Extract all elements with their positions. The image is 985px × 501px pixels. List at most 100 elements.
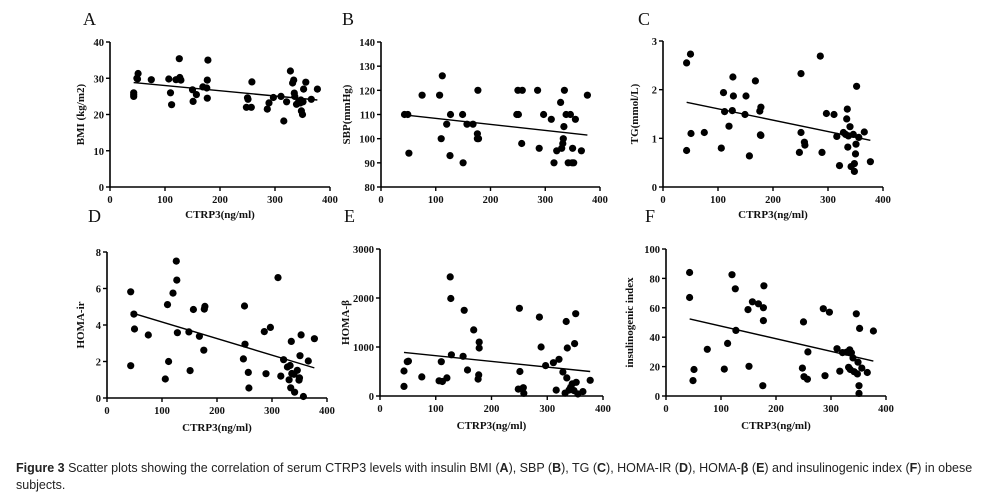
data-point — [751, 77, 760, 85]
data-point — [470, 326, 478, 334]
data-point — [830, 110, 838, 119]
data-point — [130, 325, 139, 333]
y-tick-label: 40 — [650, 333, 661, 344]
data-point — [687, 129, 695, 138]
data-point — [742, 92, 750, 100]
caption-text: ) and insulinogenic index ( — [764, 461, 910, 475]
data-point — [165, 75, 173, 83]
data-point — [563, 344, 571, 352]
y-tick-label: 80 — [650, 274, 661, 285]
caption-panel-ref: E — [756, 461, 765, 475]
data-point — [547, 115, 555, 123]
y-axis-label: insulinogenic index — [624, 277, 636, 368]
data-point — [161, 375, 169, 383]
data-point — [566, 110, 575, 119]
caption-text: ), HOMA- — [688, 461, 741, 475]
data-point — [296, 352, 304, 360]
data-point — [729, 73, 737, 81]
data-point — [819, 305, 827, 313]
y-tick-label: 100 — [359, 135, 375, 146]
data-point — [239, 355, 247, 363]
data-point — [166, 89, 175, 97]
data-point — [459, 159, 467, 167]
data-point — [134, 69, 142, 78]
data-point — [798, 364, 807, 372]
caption-text: ( — [748, 461, 757, 475]
y-tick-label: 120 — [359, 86, 375, 97]
data-point — [686, 293, 694, 302]
regression-line — [133, 81, 318, 101]
data-point — [291, 388, 299, 396]
y-tick-label: 0 — [99, 183, 104, 194]
y-tick-label: 90 — [365, 159, 376, 170]
panel-letter: A — [83, 9, 96, 29]
x-axis-label: CTRP3(ng/ml) — [182, 422, 252, 434]
panel-a: A 0 100 200 300 400 0 10 20 30 40 BMI (kg/m2) CTRP3(… — [75, 9, 338, 221]
y-axis-label: SBP(mmHg) — [341, 84, 353, 144]
data-point — [579, 388, 587, 396]
y-tick-label: 140 — [359, 38, 375, 49]
data-point — [177, 76, 185, 84]
data-point — [169, 289, 177, 297]
data-point — [443, 120, 451, 128]
data-point — [299, 98, 307, 106]
panel-d: D 0 100 200 300 400 0 2 4 6 8 HOMA-ir CTRP3(ng/ml) — [75, 206, 335, 434]
data-point — [748, 298, 757, 306]
data-point — [516, 367, 524, 376]
data-point — [586, 376, 594, 384]
data-point — [745, 152, 754, 160]
data-point — [266, 323, 274, 331]
y-tick-label: 2000 — [353, 294, 374, 305]
data-point — [447, 294, 455, 303]
data-point — [436, 91, 444, 99]
data-point — [186, 367, 194, 375]
data-point — [283, 98, 291, 106]
data-point — [446, 152, 454, 160]
x-tick-label: 200 — [768, 404, 784, 415]
x-tick-label: 0 — [377, 404, 382, 415]
x-tick-label: 300 — [267, 195, 283, 206]
caption-text: ) in obese subjects. — [16, 461, 973, 492]
y-axis-label: BMI (kg/m2) — [75, 83, 87, 145]
data-point — [244, 368, 252, 376]
x-tick-label: 200 — [765, 195, 781, 206]
data-point — [173, 329, 181, 337]
data-point — [851, 150, 860, 158]
data-point — [821, 372, 829, 380]
caption-panel-ref: β — [740, 461, 749, 475]
data-point — [127, 288, 135, 296]
data-point — [286, 361, 294, 370]
data-point — [298, 110, 307, 119]
data-point — [555, 355, 563, 363]
x-tick-label: 100 — [713, 404, 729, 415]
data-point — [562, 317, 570, 326]
data-point — [552, 386, 560, 394]
data-point — [240, 302, 249, 310]
panel-letter: B — [342, 9, 354, 29]
data-point — [245, 384, 253, 392]
x-tick-label: 100 — [710, 195, 726, 206]
x-tick-label: 300 — [539, 404, 555, 415]
data-point — [869, 327, 878, 335]
data-point — [203, 94, 211, 102]
caption-panel-ref: A — [499, 461, 509, 475]
data-point — [165, 357, 173, 366]
data-point — [535, 144, 543, 152]
data-point — [571, 340, 579, 348]
data-point — [189, 97, 197, 105]
caption-body: Scatter plots showing the correlation of… — [16, 461, 972, 492]
y-tick-label: 6 — [96, 285, 101, 296]
data-point — [404, 110, 412, 119]
data-point — [518, 139, 526, 148]
y-tick-label: 80 — [365, 183, 376, 194]
x-tick-label: 0 — [660, 195, 665, 206]
y-tick-label: 110 — [360, 111, 375, 122]
data-point — [700, 128, 708, 137]
x-tick-label: 200 — [212, 195, 228, 206]
data-point — [537, 343, 545, 351]
y-tick-label: 0 — [655, 392, 660, 403]
data-point — [203, 84, 211, 92]
data-point — [286, 67, 294, 75]
data-point — [302, 78, 310, 86]
y-tick-label: 20 — [94, 111, 105, 122]
